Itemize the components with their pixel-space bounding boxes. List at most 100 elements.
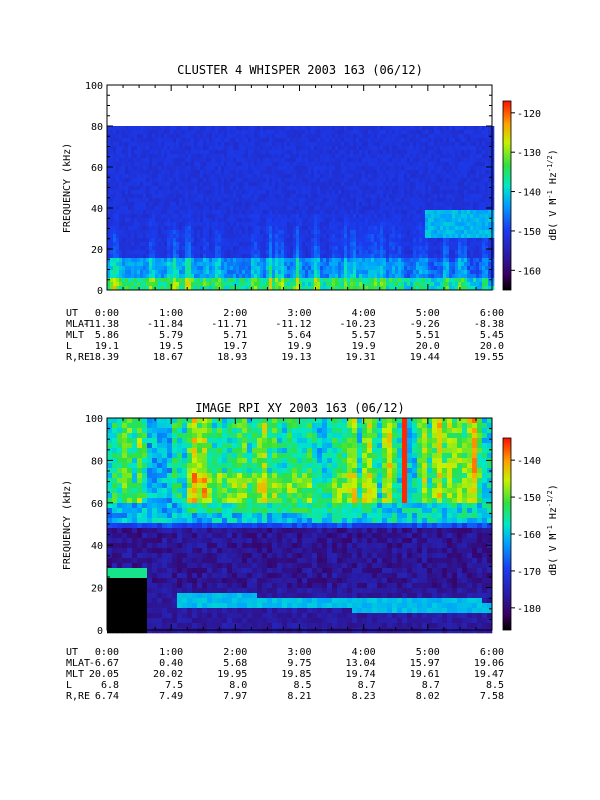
ephemeris-value: 5.64 [287,330,311,341]
spectrogram [107,418,493,634]
ephemeris-value: 19.44 [410,352,440,363]
chart-title: IMAGE RPI XY 2003 163 (06/12) [195,401,405,415]
ephemeris-value: 1:00 [159,647,183,658]
ephemeris-value: -11.12 [275,319,311,330]
ephemeris-value: 6.74 [95,691,119,702]
ephemeris-value: -11.71 [211,319,247,330]
chart-title: CLUSTER 4 WHISPER 2003 163 (06/12) [177,63,423,77]
ephemeris-value: 2:00 [223,308,247,319]
ephemeris-value: 8.21 [287,691,311,702]
ephemeris-value: 19.5 [159,341,183,352]
ephemeris-value: 20.02 [153,669,183,680]
ephemeris-value: 5.51 [416,330,440,341]
ephemeris-value: 18.67 [153,352,183,363]
ephemeris-value: 6:00 [480,308,504,319]
ephemeris-value: 5.79 [159,330,183,341]
ephemeris-value: 3:00 [287,308,311,319]
ephemeris-value: 5.68 [223,658,247,669]
ephemeris-row-label: R,RE [66,691,90,702]
ephemeris-value: 7.5 [165,680,183,691]
ephemeris-value: 0.40 [159,658,183,669]
ephemeris-value: 7.58 [480,691,504,702]
ephemeris-value: 6.8 [101,680,119,691]
ephemeris-value: 19.85 [281,669,311,680]
ephemeris-value: 20.05 [89,669,119,680]
ephemeris-value: 8.5 [293,680,311,691]
colorbar-tick-label: -120 [517,109,541,120]
y-axis-label: FREQUENCY (kHz) [62,143,73,233]
ephemeris-value: 5:00 [416,647,440,658]
ephemeris-value: 19.06 [474,658,504,669]
ephemeris-value: 5:00 [416,308,440,319]
ephemeris-value: 5.71 [223,330,247,341]
ephemeris-value: -10.23 [340,319,376,330]
axes: 0 20 40 60 80 100 [85,414,493,637]
y-axis-label: FREQUENCY (kHz) [62,480,73,570]
ephemeris-value: 15.97 [410,658,440,669]
ephemeris-value: -11.38 [83,319,119,330]
ephemeris-value: 19.13 [281,352,311,363]
ephemeris-value: 3:00 [287,647,311,658]
y-tick-label: 40 [91,204,103,215]
y-tick-label: 20 [91,584,103,595]
ephemeris-row-label: L [66,341,72,352]
ephemeris-value: 19.74 [346,669,376,680]
ephemeris-value: -8.38 [474,319,504,330]
ephemeris-row-label: UT [66,647,78,658]
y-tick-label: 0 [97,626,103,637]
ephemeris-value: 18.39 [89,352,119,363]
ephemeris-value: 1:00 [159,308,183,319]
ephemeris-value: 8.02 [416,691,440,702]
y-tick-label: 60 [91,163,103,174]
colorbar-ticks: -140 -150 -160 -170 -180 [511,456,541,615]
ephemeris-value: 18.93 [217,352,247,363]
ephemeris-value: 8.7 [422,680,440,691]
colorbar-tick-label: -140 [517,188,541,199]
ephemeris-value: -6.67 [89,658,119,669]
y-tick-label: 100 [85,81,103,92]
ephemeris-value: 0:00 [95,308,119,319]
colorbar-tick-label: -140 [517,456,541,467]
ephemeris-value: 4:00 [352,647,376,658]
ephemeris-value: 8.7 [358,680,376,691]
ephemeris-row-label: MLAT [66,319,90,330]
ephemeris-value: 19.61 [410,669,440,680]
y-tick-label: 80 [91,122,103,133]
ephemeris-value: 8.0 [229,680,247,691]
ephemeris-value: -9.26 [410,319,440,330]
ephemeris-value: 6:00 [480,647,504,658]
ephemeris-value: 4:00 [352,308,376,319]
ephemeris-value: 8.23 [352,691,376,702]
ephemeris-value: 19.95 [217,669,247,680]
ephemeris-value: 7.97 [223,691,247,702]
panel-image: IMAGE RPI XY 2003 163 (06/12) FREQUENCY … [62,401,559,702]
colorbar-label: dB( V M-1 Hz-1/2) [546,149,559,241]
ephemeris-value: 19.55 [474,352,504,363]
spectrogram [107,126,495,291]
colorbar-tick-label: -160 [517,530,541,541]
colorbar [502,100,512,291]
y-tick-label: 0 [97,286,103,297]
ephemeris-value: 8.5 [486,680,504,691]
ephemeris-value: 5.45 [480,330,504,341]
axes: 0 20 40 60 80 100 [85,81,493,297]
colorbar-tick-label: -180 [517,604,541,615]
colorbar-label: dB( V M-1 Hz-1/2) [546,484,559,576]
y-tick-label: 40 [91,541,103,552]
ephemeris-row-label: MLT [66,669,84,680]
ephemeris-row-label: L [66,680,72,691]
y-tick-label: 100 [85,414,103,425]
ephemeris-row-label: MLT [66,330,84,341]
ephemeris-value: 19.1 [95,341,119,352]
ephemeris-value: 20.0 [416,341,440,352]
ephemeris-value: 13.04 [346,658,376,669]
ephemeris-value: 19.9 [352,341,376,352]
ephemeris-value: 9.75 [287,658,311,669]
ephemeris-value: 0:00 [95,647,119,658]
ephemeris-row-label: R,RE [66,352,90,363]
ephemeris-value: 20.0 [480,341,504,352]
ephemeris-value: 2:00 [223,647,247,658]
